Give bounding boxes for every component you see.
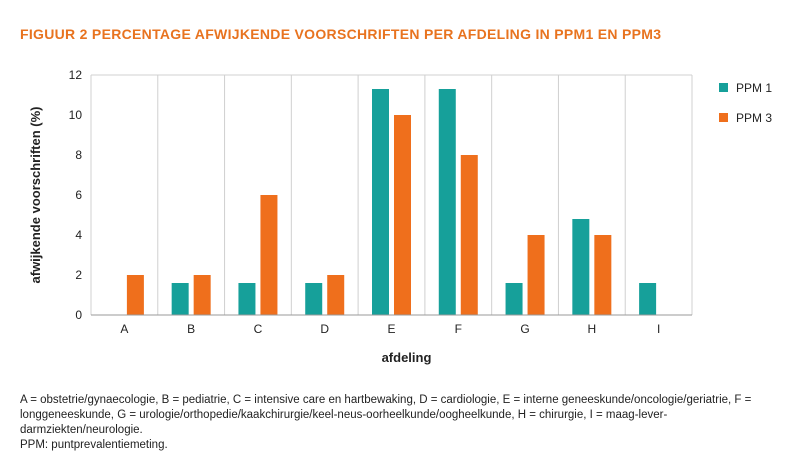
x-tick-label: F xyxy=(455,322,462,336)
bar-ppm1-f xyxy=(438,89,456,315)
x-tick-label: C xyxy=(254,322,263,336)
x-tick-label: H xyxy=(587,322,596,336)
bar-ppm1-g xyxy=(505,283,523,315)
x-tick-label: E xyxy=(387,322,395,336)
bar-ppm3-h xyxy=(594,235,612,315)
legend-swatch-ppm1 xyxy=(719,83,728,92)
y-tick-label: 6 xyxy=(75,188,82,202)
bar-ppm1-d xyxy=(305,283,323,315)
y-tick-label: 12 xyxy=(69,68,83,82)
legend-label-ppm1: PPM 1 xyxy=(736,81,772,95)
bar-ppm1-i xyxy=(639,283,657,315)
caption-note: PPM: puntprevalentiemeting. xyxy=(20,439,168,451)
bar-ppm1-e xyxy=(372,89,389,315)
bar-ppm1-c xyxy=(238,283,256,315)
x-tick-label: B xyxy=(187,322,195,336)
bar-ppm1-h xyxy=(572,219,590,315)
x-tick-label: A xyxy=(120,322,128,336)
bar-ppm3-c xyxy=(260,195,278,315)
bar-ppm3-e xyxy=(394,115,411,315)
bar-ppm3-b xyxy=(193,275,211,315)
bar-ppm3-d xyxy=(327,275,345,315)
bar-ppm1-b xyxy=(171,283,189,315)
y-tick-label: 8 xyxy=(75,148,82,162)
figure-caption: A = obstetrie/gynaecologie, B = pediatri… xyxy=(20,393,790,453)
bar-ppm3-g xyxy=(527,235,545,315)
bar-ppm3-a xyxy=(126,275,144,315)
y-axis-label: afwijkende voorschriften (%) xyxy=(28,107,43,284)
x-axis-label: afdeling xyxy=(382,350,432,365)
y-tick-label: 4 xyxy=(75,228,82,242)
x-tick-label: D xyxy=(320,322,329,336)
figure-title: FIGUUR 2 PERCENTAGE AFWIJKENDE VOORSCHRI… xyxy=(20,26,662,42)
x-tick-label: G xyxy=(520,322,529,336)
bar-ppm3-f xyxy=(460,155,478,315)
caption-legend-text: A = obstetrie/gynaecologie, B = pediatri… xyxy=(20,394,752,436)
y-tick-label: 0 xyxy=(75,308,82,322)
legend-label-ppm3: PPM 3 xyxy=(736,111,772,125)
legend-swatch-ppm3 xyxy=(719,113,728,122)
x-tick-label: I xyxy=(657,322,660,336)
y-tick-label: 2 xyxy=(75,268,82,282)
y-tick-label: 10 xyxy=(69,108,83,122)
